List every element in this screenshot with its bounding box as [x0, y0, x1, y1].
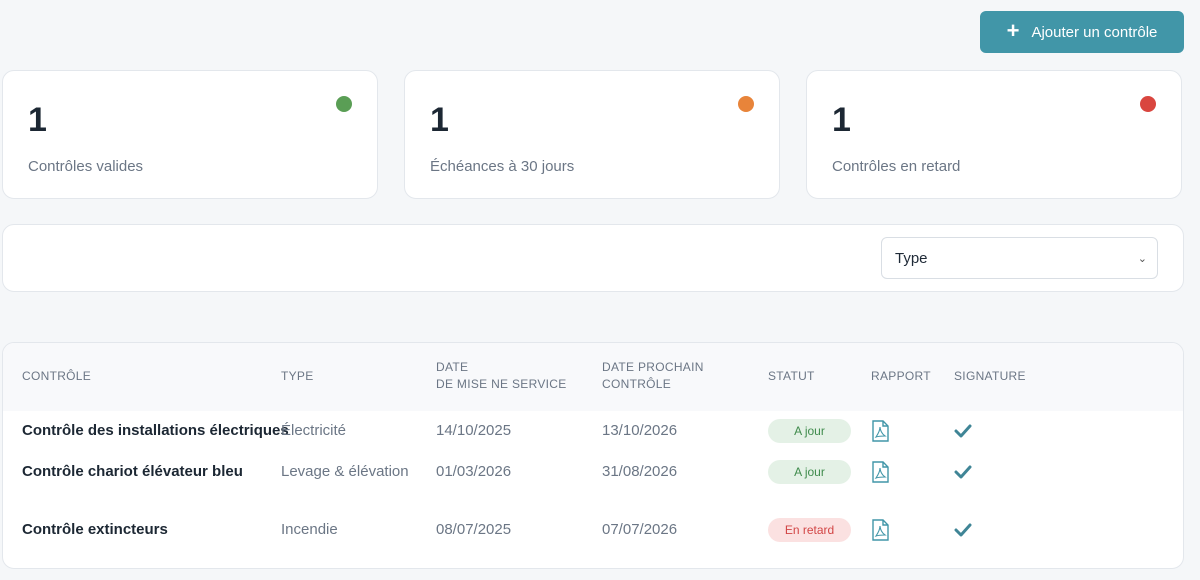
status-dot-orange [738, 96, 754, 112]
pdf-icon[interactable] [871, 461, 889, 483]
filter-bar: Type ⌄ [2, 224, 1184, 292]
header-signature[interactable]: SIGNATURE [954, 369, 1026, 383]
header-date-service[interactable]: DATE DE MISE NE SERVICE [436, 359, 567, 393]
status-badge: En retard [768, 518, 851, 542]
add-control-label: Ajouter un contrôle [1031, 23, 1158, 41]
row-controle: Contrôle chariot élévateur bleu [22, 463, 243, 480]
row-date-service: 14/10/2025 [436, 422, 512, 439]
pdf-icon[interactable] [871, 519, 889, 541]
stat-card-valid: 1 Contrôles valides [2, 70, 378, 199]
status-dot-red [1140, 96, 1156, 112]
status-badge: A jour [768, 460, 851, 484]
header-date-service-line2: DE MISE NE SERVICE [436, 377, 567, 391]
type-select[interactable]: Type ⌄ [881, 237, 1158, 279]
table-header: CONTRÔLE TYPE DATE DE MISE NE SERVICE DA… [3, 343, 1183, 411]
row-date-next: 31/08/2026 [602, 463, 678, 480]
check-icon [954, 523, 972, 537]
plus-icon: + [1006, 18, 1020, 43]
pdf-icon[interactable] [871, 420, 889, 442]
stat-value: 1 [28, 101, 47, 139]
check-icon [954, 424, 972, 438]
stat-value: 1 [832, 101, 851, 139]
row-date-next: 07/07/2026 [602, 521, 678, 538]
stat-value: 1 [430, 101, 449, 139]
row-date-service: 08/07/2025 [436, 521, 512, 538]
header-controle[interactable]: CONTRÔLE [22, 369, 92, 383]
header-statut[interactable]: STATUT [768, 369, 815, 383]
check-icon [954, 465, 972, 479]
header-date-next-line1: DATE PROCHAIN [602, 360, 704, 374]
stat-label: Contrôles en retard [832, 158, 961, 175]
header-date-next-line2: CONTRÔLE [602, 377, 672, 391]
controls-table: CONTRÔLE TYPE DATE DE MISE NE SERVICE DA… [2, 342, 1184, 569]
row-type: Incendie [281, 521, 338, 538]
header-date-service-line1: DATE [436, 360, 469, 374]
row-controle: Contrôle extincteurs [22, 521, 168, 538]
table-row[interactable]: Contrôle chariot élévateur bleu Levage &… [3, 452, 1183, 492]
row-type: Électricité [281, 422, 347, 439]
stat-card-due-30-days: 1 Échéances à 30 jours [404, 70, 780, 199]
status-badge: A jour [768, 419, 851, 443]
add-control-button[interactable]: + Ajouter un contrôle [980, 11, 1184, 53]
table-row[interactable]: Contrôle des installations électriques É… [3, 411, 1183, 451]
stat-label: Contrôles valides [28, 158, 144, 175]
row-controle: Contrôle des installations électriques [22, 422, 289, 439]
header-type[interactable]: TYPE [281, 369, 314, 383]
row-type: Levage & élévation [281, 463, 409, 480]
header-date-next[interactable]: DATE PROCHAIN CONTRÔLE [602, 359, 704, 393]
stat-card-late: 1 Contrôles en retard [806, 70, 1182, 199]
type-select-value: Type [895, 249, 928, 267]
header-rapport[interactable]: RAPPORT [871, 369, 931, 383]
row-date-service: 01/03/2026 [436, 463, 512, 480]
row-date-next: 13/10/2026 [602, 422, 678, 439]
status-dot-green [336, 96, 352, 112]
chevron-down-icon: ⌄ [1137, 252, 1147, 265]
table-row[interactable]: Contrôle extincteurs Incendie 08/07/2025… [3, 510, 1183, 550]
stat-label: Échéances à 30 jours [430, 158, 575, 175]
